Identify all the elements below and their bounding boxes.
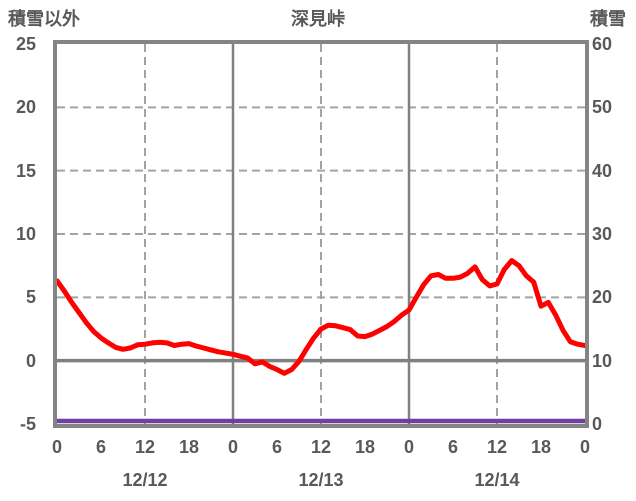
hour-tick-label: 6 (447, 437, 459, 457)
hour-tick-label: 6 (271, 437, 283, 457)
hour-tick-label: 18 (178, 437, 200, 457)
left-axis-tick-label: 5 (25, 287, 36, 308)
hour-tick-label: 12 (486, 437, 508, 457)
hour-tick-label: 0 (579, 437, 591, 457)
hour-tick-label: 18 (530, 437, 552, 457)
left-axis-tick-label: 10 (15, 224, 36, 244)
right-axis-tick-label: 20 (592, 287, 613, 308)
hour-tick-label: 6 (95, 437, 107, 457)
right-axis-tick-label: 10 (592, 350, 613, 371)
hour-tick-label: 18 (354, 437, 376, 457)
hour-tick-label: 12 (134, 437, 156, 457)
right-axis-title: 積雪 (590, 9, 626, 29)
left-axis-tick-label: 20 (15, 97, 36, 118)
right-axis-tick-label: 50 (592, 97, 613, 118)
hour-tick-label: 0 (403, 437, 415, 457)
left-axis-tick-label: 0 (25, 350, 36, 371)
right-axis-tick-label: 30 (592, 224, 613, 244)
hour-tick-label: 0 (227, 437, 239, 457)
date-label: 12/14 (474, 470, 520, 490)
right-axis-tick-label: 60 (592, 34, 613, 54)
left-axis-tick-label: 15 (15, 160, 36, 181)
right-axis-tick-label: 0 (592, 414, 603, 434)
series-line-other-than-snow (57, 258, 585, 376)
right-axis-tick-label: 40 (592, 160, 613, 181)
plot-svg (57, 44, 585, 424)
date-label: 12/12 (122, 470, 168, 490)
left-axis-title: 積雪以外 (8, 9, 80, 29)
left-axis-tick-label: 25 (15, 34, 36, 54)
hour-tick-label: 12 (310, 437, 332, 457)
left-axis-tick-label: -5 (19, 414, 36, 434)
hour-tick-label: 0 (51, 437, 63, 457)
date-label: 12/13 (298, 470, 344, 490)
chart-title: 深見峠 (291, 9, 345, 29)
